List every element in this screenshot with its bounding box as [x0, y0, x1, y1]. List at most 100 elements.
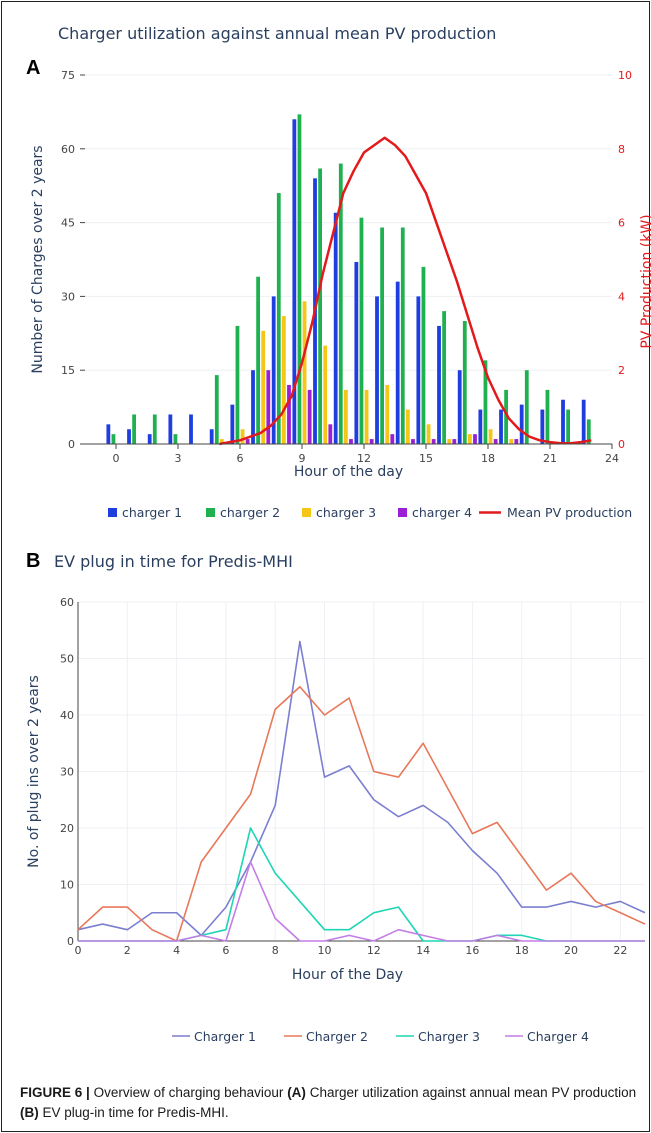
bar-charger-3 — [364, 389, 369, 444]
bar-charger-4 — [287, 384, 291, 444]
x-tick-label: 3 — [175, 452, 182, 465]
bar-charger-4 — [266, 370, 271, 444]
bar-charger-3 — [405, 409, 410, 444]
bar-charger-1 — [519, 404, 524, 444]
bar-charger-3 — [323, 345, 328, 444]
bar-charger-3 — [302, 301, 307, 444]
caption-part-a: (A) — [287, 1085, 306, 1100]
bar-charger-1 — [147, 434, 152, 444]
bar-charger-2 — [524, 370, 529, 444]
y2-tick-label: 4 — [618, 290, 625, 303]
x-tick-label: 21 — [543, 452, 557, 465]
x-tick-label: 14 — [416, 944, 430, 957]
legend-label: charger 1 — [122, 505, 182, 520]
bar-charger-1 — [581, 399, 586, 444]
x-axis-title: Hour of the Day — [292, 967, 403, 983]
y2-axis-title: PV Production (kW) — [639, 214, 651, 348]
bar-charger-1 — [375, 296, 379, 444]
y2-tick-label: 0 — [618, 438, 625, 451]
bar-charger-3 — [447, 439, 452, 444]
y-tick-label: 0 — [67, 935, 74, 948]
panel-a-letter: A — [26, 57, 41, 79]
x-tick-label: 6 — [222, 944, 229, 957]
caption-text-b: EV plug-in time for Predis-MHI. — [42, 1105, 229, 1120]
y-tick-label: 45 — [61, 217, 75, 230]
bar-charger-2 — [462, 321, 467, 444]
bar-charger-1 — [333, 212, 338, 444]
bar-charger-2 — [276, 193, 281, 444]
bar-charger-2 — [483, 360, 488, 444]
bar-charger-3 — [343, 389, 348, 444]
bar-charger-2 — [504, 389, 509, 444]
bar-charger-2 — [235, 325, 240, 444]
bar-charger-3 — [488, 429, 493, 444]
bar-charger-3 — [240, 429, 245, 444]
bar-charger-3 — [281, 316, 286, 444]
x-tick-label: 15 — [419, 452, 433, 465]
bar-charger-1 — [561, 399, 565, 444]
bar-charger-1 — [189, 414, 193, 444]
bar-charger-1 — [457, 370, 462, 444]
y-tick-label: 50 — [60, 653, 74, 666]
bar-charger-3 — [426, 424, 431, 444]
x-tick-label: 8 — [272, 944, 279, 957]
bar-charger-2 — [214, 375, 219, 444]
bar-charger-4 — [349, 439, 353, 444]
x-tick-label: 6 — [237, 452, 244, 465]
bar-charger-4 — [369, 439, 374, 444]
panel-b-letter: B — [26, 550, 41, 572]
caption-text-a: Charger utilization against annual mean … — [309, 1085, 637, 1100]
y2-tick-label: 8 — [618, 143, 625, 156]
bar-charger-3 — [219, 439, 224, 444]
bar-charger-2 — [173, 434, 178, 444]
y2-tick-label: 10 — [618, 69, 632, 82]
bar-charger-4 — [307, 389, 312, 444]
bar-charger-2 — [152, 414, 157, 444]
x-tick-label: 20 — [564, 944, 578, 957]
legend-label: Mean PV production — [507, 505, 632, 520]
y-tick-label: 10 — [60, 879, 74, 892]
bar-charger-1 — [395, 281, 400, 444]
x-tick-label: 12 — [357, 452, 371, 465]
y2-tick-label: 6 — [618, 217, 625, 230]
bar-charger-1 — [127, 429, 131, 444]
legend-label: Charger 3 — [418, 1029, 480, 1044]
x-axis-title: Hour of the day — [294, 464, 403, 480]
y-tick-label: 60 — [61, 143, 75, 156]
y-tick-label: 0 — [68, 438, 75, 451]
bar-charger-4 — [452, 439, 457, 444]
bar-charger-3 — [385, 384, 390, 444]
legend-label: Charger 2 — [306, 1029, 368, 1044]
bar-charger-1 — [230, 404, 235, 444]
y-tick-label: 15 — [61, 364, 75, 377]
bar-charger-3 — [261, 330, 266, 444]
x-tick-label: 12 — [367, 944, 381, 957]
chart-a-title: Charger utilization against annual mean … — [58, 24, 497, 43]
legend-swatch — [108, 508, 117, 517]
chart-b-title: EV plug in time for Predis-MHI — [54, 552, 293, 571]
bar-charger-1 — [251, 370, 255, 444]
bar-charger-1 — [292, 119, 297, 444]
bar-charger-4 — [514, 439, 519, 444]
bar-charger-1 — [209, 429, 214, 444]
bar-charger-4 — [390, 434, 395, 444]
y-tick-label: 60 — [60, 596, 74, 609]
y-axis-title: No. of plug ins over 2 years — [26, 675, 42, 868]
bar-charger-4 — [411, 439, 415, 444]
bar-charger-4 — [473, 434, 477, 444]
legend-swatch — [398, 508, 407, 517]
caption-part-b: (B) — [20, 1105, 39, 1120]
bar-charger-1 — [437, 325, 441, 444]
bar-charger-2 — [421, 266, 426, 444]
y-tick-label: 30 — [61, 290, 75, 303]
bar-charger-3 — [509, 439, 514, 444]
x-tick-label: 9 — [299, 452, 306, 465]
x-tick-label: 18 — [515, 944, 529, 957]
y-tick-label: 40 — [60, 709, 74, 722]
y2-tick-label: 2 — [618, 364, 625, 377]
chart-b: 0 2 4 6 8 10 12 14 16 18 20 22 0 10 20 30 40 50 60 Hour of … — [26, 596, 646, 1044]
x-tick-label: 4 — [173, 944, 180, 957]
legend-label: charger 3 — [316, 505, 376, 520]
